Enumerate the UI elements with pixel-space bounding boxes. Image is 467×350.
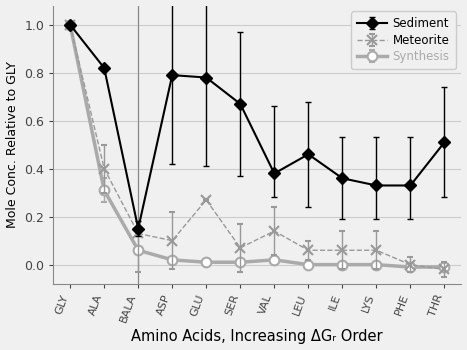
X-axis label: Amino Acids, Increasing ΔGᵣ Order: Amino Acids, Increasing ΔGᵣ Order [132, 329, 383, 344]
Y-axis label: Mole Conc. Relative to GLY: Mole Conc. Relative to GLY [6, 61, 19, 228]
Legend: Sediment, Meteorite, Synthesis: Sediment, Meteorite, Synthesis [351, 12, 455, 69]
